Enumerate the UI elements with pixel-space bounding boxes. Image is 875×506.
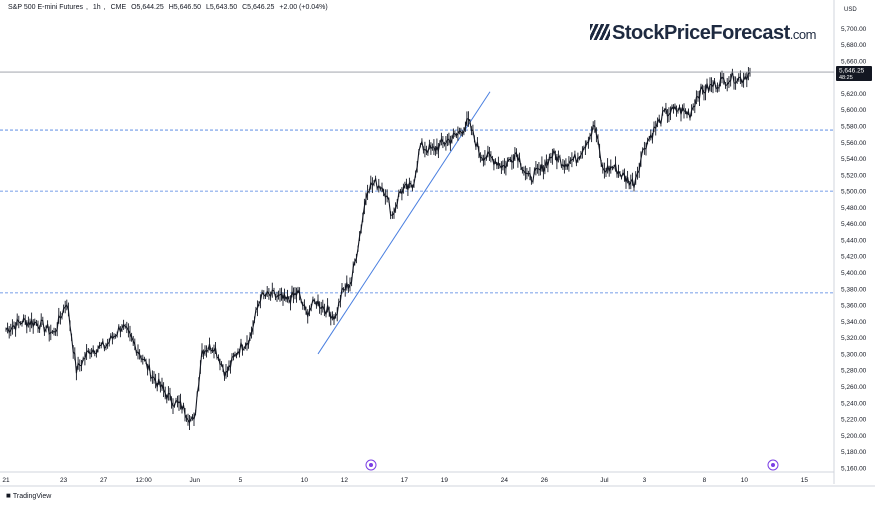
x-tick-label: 19 — [441, 477, 449, 484]
x-tick-label: 23 — [60, 477, 68, 484]
y-tick-label: 5,380.00 — [841, 286, 867, 293]
y-tick-label: 5,340.00 — [841, 319, 867, 326]
event-badges[interactable] — [365, 459, 779, 471]
badge-dot-icon — [369, 463, 373, 467]
y-axis[interactable]: 5,160.00 5,180.00 5,200.00 5,220.00 5,240.00… — [833, 0, 867, 484]
y-tick-label: 5,680.00 — [841, 42, 867, 49]
y-tick-label: 5,240.00 — [841, 400, 867, 407]
y-tick-label: 5,480.00 — [841, 205, 867, 212]
x-tick-label: 17 — [401, 477, 409, 484]
x-tick-label: 8 — [703, 477, 707, 484]
current-price-tag — [836, 66, 872, 82]
y-tick-label: 5,420.00 — [841, 254, 867, 261]
y-tick-label: 5,300.00 — [841, 351, 867, 358]
watermark-logo-icon — [590, 24, 610, 40]
y-tick-label: 5,400.00 — [841, 270, 867, 277]
x-tick-label: 27 — [100, 477, 108, 484]
watermark: StockPriceForecast.com — [590, 22, 816, 45]
watermark-name: StockPriceForecast — [612, 22, 790, 44]
tradingview-brand: TradingView — [12, 493, 52, 500]
x-tick-label: Jun — [190, 477, 201, 484]
close-value: C5,646.25 — [242, 4, 275, 11]
y-tick-label: 5,600.00 — [841, 107, 867, 114]
chart-header: S&P 500 E-mini Futures, 1h, CME O5,644.2… — [8, 4, 328, 11]
y-tick-label: 5,220.00 — [841, 417, 867, 424]
y-tick-label: 5,460.00 — [841, 221, 867, 228]
x-tick-label: 21 — [2, 477, 10, 484]
x-tick-label: 5 — [239, 477, 243, 484]
change-value: +2.00 (+0.04%) — [279, 4, 328, 11]
y-tick-label: 5,260.00 — [841, 384, 867, 391]
tradingview-logo[interactable]: ■ TradingView — [6, 491, 51, 500]
open-value: O5,644.25 — [131, 4, 164, 11]
y-tick-label: 5,580.00 — [841, 123, 867, 130]
x-tick-label: 24 — [501, 477, 509, 484]
symbol-name[interactable]: S&P 500 E-mini Futures — [8, 4, 83, 11]
y-tick-label: 5,620.00 — [841, 91, 867, 98]
y-tick-label: 5,180.00 — [841, 449, 867, 456]
y-tick-label: 5,200.00 — [841, 433, 867, 440]
exchange-label: CME — [110, 4, 127, 11]
x-tick-label: 3 — [643, 477, 647, 484]
y-tick-label: 5,440.00 — [841, 237, 867, 244]
y-tick-label: 5,320.00 — [841, 335, 867, 342]
x-tick-label: Jul — [600, 477, 609, 484]
x-tick-label: 12 — [341, 477, 349, 484]
low-value: L5,643.50 — [206, 4, 238, 11]
watermark-suffix: .com — [789, 27, 817, 42]
current-price-label: 5,646.25 — [839, 68, 865, 75]
x-tick-label: 10 — [741, 477, 749, 484]
x-tick-label: 26 — [541, 477, 549, 484]
y-tick-label: 5,160.00 — [841, 465, 867, 472]
currency-label: USD — [844, 7, 857, 13]
x-axis[interactable]: 21 23 27 12:00 Jun 5 10 12 17 19 24 26 Jul 3 8 10 15 — [0, 471, 875, 487]
badge-dot-icon — [771, 463, 775, 467]
y-tick-label: 5,280.00 — [841, 368, 867, 375]
y-tick-label: 5,500.00 — [841, 189, 867, 196]
y-tick-label: 5,660.00 — [841, 58, 867, 65]
horizontal-levels — [0, 129, 834, 294]
x-tick-label: 10 — [301, 477, 309, 484]
x-tick-label: 12:00 — [135, 477, 152, 484]
y-tick-label: 5,360.00 — [841, 303, 867, 310]
price-series — [5, 67, 751, 431]
tradingview-logo-icon: ■ — [6, 491, 11, 500]
price-line — [5, 71, 751, 424]
y-tick-label: 5,520.00 — [841, 172, 867, 179]
x-tick-label: 15 — [801, 477, 809, 484]
interval-label[interactable]: 1h — [92, 4, 101, 11]
countdown-label: 48:25 — [839, 75, 853, 81]
y-tick-label: 5,560.00 — [841, 140, 867, 147]
y-tick-label: 5,540.00 — [841, 156, 867, 163]
y-tick-label: 5,700.00 — [841, 26, 867, 33]
high-value: H5,646.50 — [168, 4, 202, 11]
